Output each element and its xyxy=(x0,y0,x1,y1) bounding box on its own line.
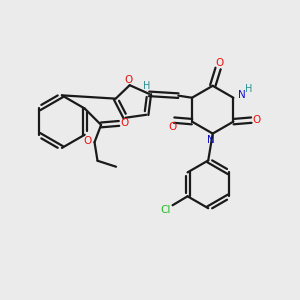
Text: O: O xyxy=(169,122,177,132)
Text: H: H xyxy=(143,80,150,91)
Text: O: O xyxy=(253,115,261,125)
Text: O: O xyxy=(124,75,132,85)
Text: H: H xyxy=(245,84,253,94)
Text: O: O xyxy=(215,58,224,68)
Text: N: N xyxy=(238,90,246,100)
Text: O: O xyxy=(84,136,92,146)
Text: N: N xyxy=(207,134,215,145)
Text: O: O xyxy=(120,118,128,128)
Text: Cl: Cl xyxy=(160,205,170,215)
